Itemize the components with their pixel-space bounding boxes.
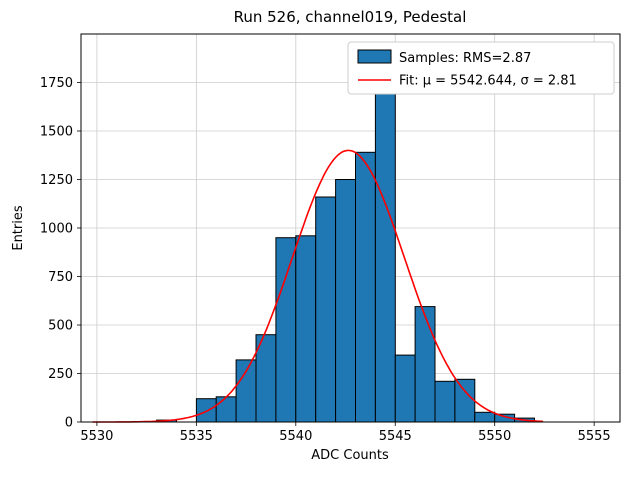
histogram-bar bbox=[235, 359, 257, 423]
histogram-bars bbox=[156, 91, 535, 423]
histogram-bar bbox=[434, 380, 456, 423]
histogram-bar bbox=[454, 378, 476, 423]
y-tick-label: 1250 bbox=[40, 173, 73, 188]
y-tick-label: 1000 bbox=[40, 222, 73, 237]
histogram-bar bbox=[295, 235, 317, 423]
legend-entry-samples: Samples: RMS=2.87 bbox=[399, 51, 531, 66]
histogram-bar bbox=[215, 396, 237, 423]
legend-box bbox=[347, 41, 615, 95]
histogram-bar bbox=[474, 411, 496, 423]
fit-curve-group bbox=[92, 149, 544, 423]
x-tick-label: 5550 bbox=[478, 429, 511, 444]
chart-title: Run 526, channel019, Pedestal bbox=[234, 8, 467, 26]
histogram-bar bbox=[195, 398, 217, 423]
histogram-bar bbox=[374, 91, 396, 423]
x-tick-label: 5555 bbox=[578, 429, 611, 444]
histogram-bar bbox=[315, 196, 337, 423]
y-tick-label: 500 bbox=[48, 319, 73, 334]
legend-swatch-samples bbox=[357, 49, 392, 64]
x-tick-label: 5535 bbox=[180, 429, 213, 444]
x-tick-label: 5530 bbox=[80, 429, 113, 444]
histogram-bar bbox=[355, 151, 376, 423]
x-axis-label: ADC Counts bbox=[311, 448, 389, 463]
tick-marks: 5530 5535 5540 5545 5550 5555 0 250 500 750 1000 12… bbox=[40, 76, 611, 444]
histogram-bar bbox=[414, 306, 436, 423]
legend: Samples: RMS=2.87 Fit: μ = 5542.644, σ =… bbox=[347, 41, 615, 95]
legend-entry-fit: Fit: μ = 5542.644, σ = 2.81 bbox=[399, 74, 577, 89]
y-tick-label: 1750 bbox=[40, 76, 73, 91]
histogram-bar bbox=[335, 179, 357, 423]
y-tick-label: 1500 bbox=[40, 125, 73, 140]
fit-curve bbox=[92, 149, 544, 423]
histogram-bar bbox=[394, 354, 416, 423]
y-tick-label: 0 bbox=[65, 416, 73, 431]
histogram-bar bbox=[275, 237, 297, 423]
x-tick-label: 5545 bbox=[379, 429, 412, 444]
y-tick-label: 250 bbox=[48, 367, 73, 382]
y-tick-label: 750 bbox=[48, 270, 73, 285]
y-axis-label: Entries bbox=[11, 205, 26, 251]
x-tick-label: 5540 bbox=[279, 429, 312, 444]
